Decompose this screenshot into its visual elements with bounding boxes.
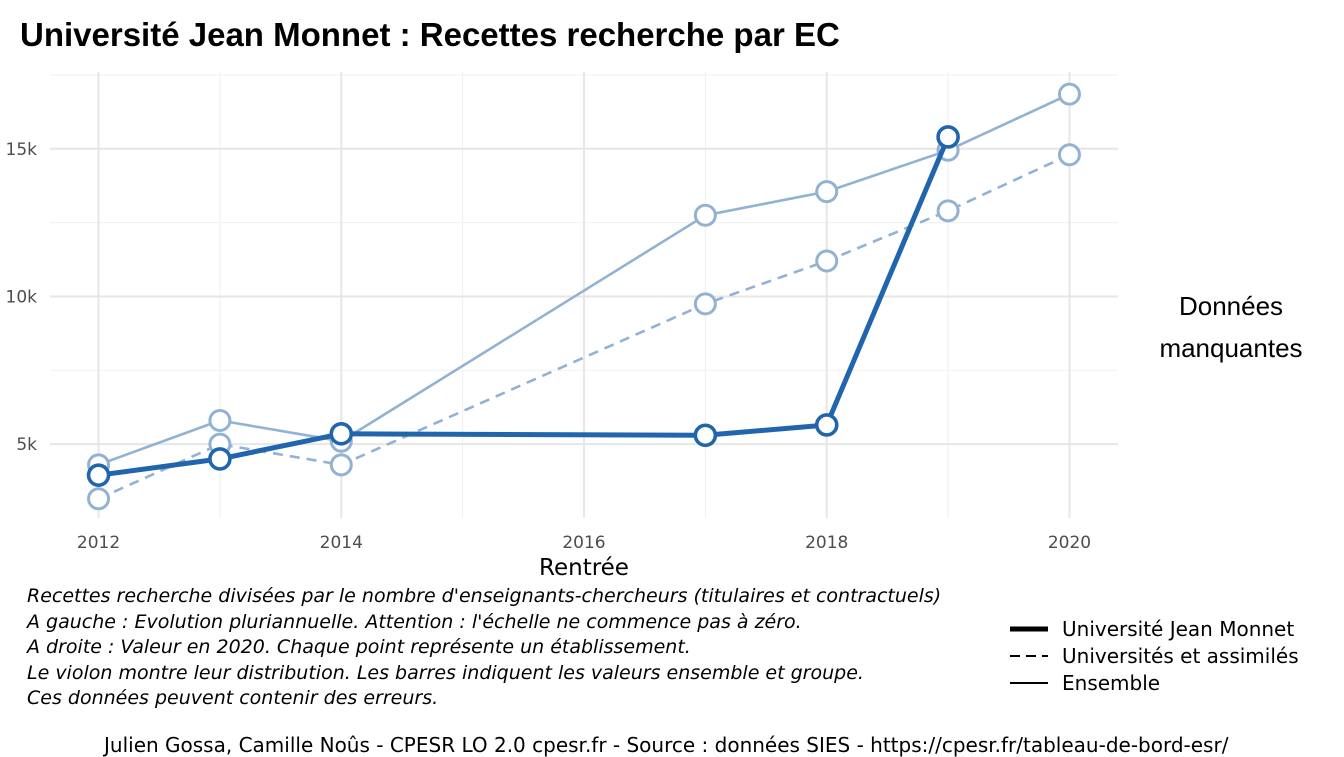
caption-line: Le violon montre leur distribution. Les …	[27, 661, 864, 684]
missing-note-line2: manquantes	[1159, 333, 1303, 363]
legend-label: Université Jean Monnet	[1062, 616, 1295, 641]
caption: Recettes recherche divisées par le nombr…	[27, 584, 941, 712]
caption-line: A droite : Valeur en 2020. Chaque point …	[27, 636, 691, 658]
data-point	[1057, 82, 1081, 106]
data-point	[936, 199, 960, 223]
y-tick-label: 15k	[6, 140, 38, 160]
caption-line: Recettes recherche divisées par le nombr…	[27, 585, 942, 607]
x-axis-label: Rentrée	[539, 555, 629, 581]
legend-item-universites: Universités et assimilés	[1010, 642, 1299, 669]
series-layer	[86, 82, 1081, 511]
chart-title: Université Jean Monnet : Recettes recher…	[20, 16, 840, 53]
legend-key-thin	[1010, 681, 1048, 684]
axis-ticks: 2012 2014 2016 2018 2020 5k 10k 15k	[6, 140, 1092, 553]
line-chart: 2012 2014 2016 2018 2020 5k 10k 15k Rentrée	[6, 72, 1118, 581]
series-dashed	[87, 143, 1081, 511]
legend-key-dashed	[1010, 654, 1048, 657]
x-tick-label: 2018	[805, 533, 848, 553]
data-point	[815, 180, 839, 204]
legend-label: Universités et assimilés	[1062, 643, 1299, 668]
data-point	[693, 423, 718, 448]
x-tick-label: 2020	[1048, 533, 1091, 553]
data-point	[329, 453, 353, 477]
grid	[50, 72, 1118, 518]
missing-data-note: Données manquantes	[1140, 285, 1322, 369]
credits: Julien Gossa, Camille Noûs - CPESR LO 2.…	[104, 733, 1229, 757]
y-tick-label: 5k	[16, 435, 37, 455]
legend-item-ensemble: Ensemble	[1010, 669, 1299, 696]
x-tick-label: 2012	[77, 533, 120, 553]
x-tick-label: 2016	[562, 533, 605, 553]
series-thick-solid	[86, 125, 960, 487]
data-point	[936, 125, 960, 149]
missing-note-line1: Données	[1178, 291, 1284, 321]
data-point	[329, 422, 354, 446]
data-point	[693, 292, 717, 316]
legend-key-thick	[1010, 626, 1048, 631]
data-point	[814, 413, 839, 437]
data-point	[86, 463, 111, 487]
data-point	[693, 203, 717, 227]
caption-line: A gauche : Evolution pluriannuelle. Atte…	[27, 610, 802, 633]
data-point	[87, 487, 111, 511]
legend-label: Ensemble	[1062, 670, 1161, 695]
data-point	[815, 249, 839, 273]
data-point	[208, 447, 232, 471]
legend: Université Jean Monnet Universités et as…	[1010, 615, 1299, 696]
y-tick-label: 10k	[6, 287, 38, 307]
caption-line: Ces données peuvent contenir des erreurs…	[27, 687, 439, 709]
data-point	[208, 409, 232, 433]
data-point	[1057, 143, 1081, 167]
legend-item-ujm: Université Jean Monnet	[1010, 615, 1299, 642]
series-line	[98, 136, 951, 478]
x-tick-label: 2014	[320, 533, 363, 553]
